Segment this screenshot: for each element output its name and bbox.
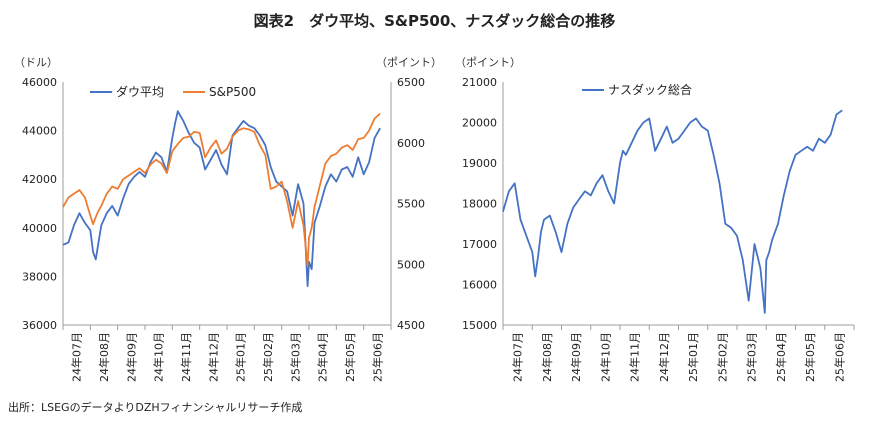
series-line-0 (62, 110, 381, 288)
y-tick-label: 18000 (462, 198, 497, 211)
x-tick-label: 25年02月 (715, 332, 729, 382)
x-tick-label: 25年03月 (745, 332, 759, 382)
y-tick-label: 44000 (22, 125, 57, 138)
x-tick-label: 25年02月 (261, 332, 275, 382)
series-line-1 (62, 112, 381, 267)
x-tick-label: 25年01月 (686, 332, 700, 382)
y-tick-label: 40000 (22, 222, 57, 235)
x-tick-label: 24年12月 (206, 332, 220, 382)
x-tick-label: 24年12月 (657, 332, 671, 382)
x-tick-label: 25年06月 (370, 332, 384, 382)
figure-title: 図表2 ダウ平均、S&P500、ナスダック総合の推移 (253, 12, 616, 30)
x-tick-label: 24年09月 (569, 332, 583, 382)
y-tick-label: 16000 (462, 279, 497, 292)
x-tick-label: 24年11月 (179, 332, 193, 382)
x-tick-label: 25年06月 (832, 332, 846, 382)
x-tick-label: 24年08月 (540, 332, 554, 382)
x-tick-label: 24年10月 (152, 332, 166, 382)
x-tick-label: 24年07月 (70, 332, 84, 382)
y-right-tick-label: 4500 (397, 319, 425, 332)
y-tick-label: 38000 (22, 270, 57, 283)
x-tick-label: 25年04月 (316, 332, 330, 382)
y-tick-label: 46000 (22, 76, 57, 89)
series-line-0 (502, 109, 843, 314)
legend-label: ナスダック総合 (608, 82, 692, 97)
y-tick-label: 15000 (462, 319, 497, 332)
x-tick-label: 25年01月 (234, 332, 248, 382)
legend-label: ダウ平均 (116, 84, 164, 99)
legend-label: S&P500 (209, 85, 256, 99)
y-right-tick-label: 5500 (397, 198, 425, 211)
dow-sp500-chart: 36000 38000 40000 42000 44000 46000 4500 5000 55… (22, 76, 425, 382)
x-tick-label: 24年07月 (511, 332, 525, 382)
x-tick-label: 24年09月 (124, 332, 138, 382)
y-tick-label: 20000 (462, 117, 497, 130)
x-tick-label: 25年05月 (343, 332, 357, 382)
x-tick-label: 24年10月 (598, 332, 612, 382)
y-tick-label: 21000 (462, 76, 497, 89)
y-right-tick-label: 5000 (397, 258, 425, 271)
y-right-tick-label: 6000 (397, 137, 425, 150)
nasdaq-chart: 15000 16000 17000 18000 19000 20000 21000 24年07… (462, 76, 855, 382)
left-axis-unit: （ドル） (14, 56, 58, 69)
y-tick-label: 17000 (462, 238, 497, 251)
source-note: 出所：LSEGのデータよりDZHフィナンシャルリサーチ作成 (8, 401, 303, 414)
x-tick-label: 24年11月 (628, 332, 642, 382)
x-tick-label: 25年05月 (803, 332, 817, 382)
y-tick-label: 42000 (22, 173, 57, 186)
y-tick-label: 36000 (22, 319, 57, 332)
y-right-tick-label: 6500 (397, 76, 425, 89)
x-tick-label: 25年04月 (774, 332, 788, 382)
x-tick-label: 25年03月 (288, 332, 302, 382)
nasdaq-axis-unit: （ポイント） (455, 56, 521, 69)
y-tick-label: 19000 (462, 157, 497, 170)
right-axis-unit: （ポイント） (376, 56, 442, 69)
x-tick-label: 24年08月 (97, 332, 111, 382)
